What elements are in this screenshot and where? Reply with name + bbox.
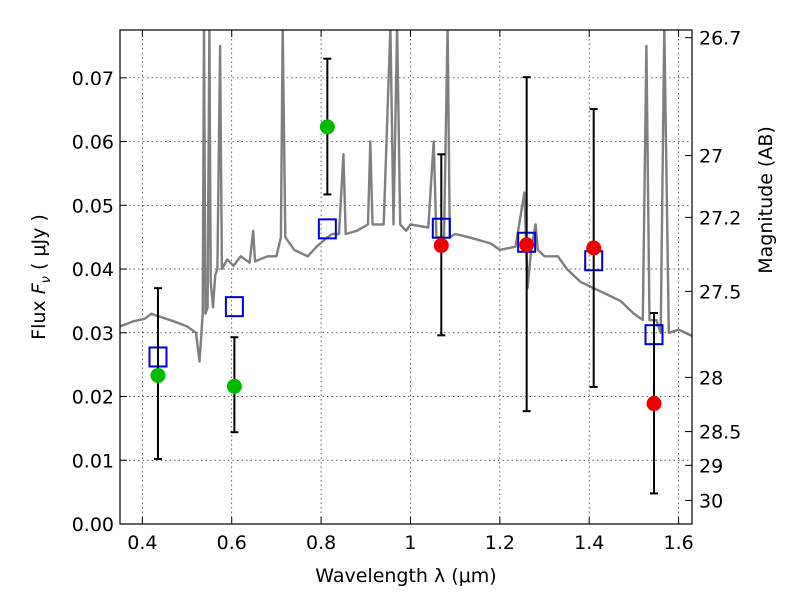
- y-axis-label-suffix: ( μJy ): [28, 214, 50, 276]
- observed-flux-point: [319, 119, 335, 135]
- y2-tick-label: 27.5: [699, 281, 741, 303]
- observed-flux-point: [519, 237, 535, 253]
- x-tick-label: 1.2: [485, 532, 515, 554]
- y2-tick-label: 28.5: [699, 422, 741, 444]
- model-spectrum-line: [120, 30, 692, 363]
- y2-tick-label: 29: [699, 455, 723, 477]
- y-axis-label-prefix: Flux: [28, 294, 50, 340]
- x-tick-label: 0.8: [306, 532, 336, 554]
- y2-axis-ticks: 26.7 27 27.2 27.5 28 28.5 29 30: [685, 28, 741, 512]
- y-tick-label: 0.02: [72, 387, 114, 409]
- x-tick-label: 0.6: [217, 532, 247, 554]
- y-tick-label: 0.01: [72, 450, 114, 472]
- x-axis-ticks: 0.4 0.6 0.8 1 1.2 1.4 1.6: [127, 30, 694, 554]
- y-tick-label: 0.06: [72, 132, 114, 154]
- y-axis-label-subscript: ν: [39, 276, 54, 283]
- model-flux-square: [224, 296, 244, 318]
- x-tick-label: 1.4: [574, 532, 604, 554]
- y-tick-label: 0.05: [72, 195, 114, 217]
- y-tick-label: 0.03: [72, 323, 114, 345]
- x-tick-label: 1.6: [663, 532, 693, 554]
- x-tick-label: 1: [404, 532, 416, 554]
- y2-tick-label: 28: [699, 367, 723, 389]
- observed-flux-point: [433, 237, 449, 253]
- y2-tick-label: 27.2: [699, 207, 741, 229]
- observed-flux-point: [646, 396, 662, 412]
- observed-flux-point: [226, 378, 242, 394]
- observed-flux-point: [150, 367, 166, 383]
- x-axis-label: Wavelength λ (μm): [315, 565, 496, 587]
- y-axis-ticks: 0.00 0.01 0.02 0.03 0.04 0.05 0.06 0.07: [72, 68, 127, 536]
- y2-tick-label: 30: [699, 490, 723, 512]
- y-tick-label: 0.00: [72, 514, 114, 536]
- y-tick-label: 0.07: [72, 68, 114, 90]
- y2-tick-label: 26.7: [699, 28, 741, 50]
- plot-area: [120, 30, 692, 495]
- plot-frame: [119, 29, 693, 525]
- model-flux-square: [317, 218, 337, 240]
- x-tick-label: 0.4: [127, 532, 157, 554]
- grid: [120, 30, 692, 524]
- y-tick-label: 0.04: [72, 259, 114, 281]
- y2-tick-label: 27: [699, 146, 723, 168]
- y2-axis-label: Magnitude (AB): [755, 126, 777, 274]
- observed-flux-point: [586, 240, 602, 256]
- y-axis-label-symbol: F: [28, 282, 50, 294]
- y-axis-label: Flux Fν ( μJy ): [28, 214, 54, 340]
